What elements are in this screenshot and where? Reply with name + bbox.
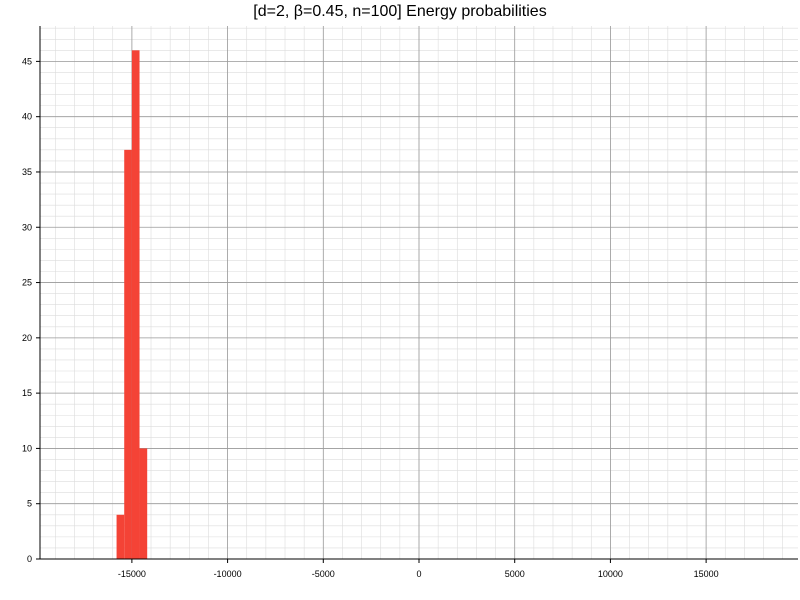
x-tick-label: -5000 <box>312 569 335 579</box>
major-grid <box>40 26 798 560</box>
y-tick-label: 35 <box>22 167 32 177</box>
histogram-bar <box>116 514 125 559</box>
y-tick-label: 5 <box>27 499 32 509</box>
x-tick-label: 15000 <box>694 569 719 579</box>
x-tick-label: 10000 <box>598 569 623 579</box>
y-axis-ticks: 0 5 10 15 20 25 30 35 40 45 <box>22 56 40 564</box>
x-tick-label: -15000 <box>118 569 146 579</box>
x-axis-ticks: -15000 -10000 -5000 0 5000 10000 15000 <box>118 559 719 579</box>
y-tick-label: 40 <box>22 112 32 122</box>
chart-title: [d=2, β=0.45, n=100] Energy probabilitie… <box>253 3 547 20</box>
x-tick-label: -10000 <box>214 569 242 579</box>
y-tick-label: 10 <box>22 443 32 453</box>
histogram-bar <box>124 149 132 559</box>
y-tick-label: 45 <box>22 56 32 66</box>
y-tick-label: 15 <box>22 388 32 398</box>
x-tick-label: 5000 <box>505 569 525 579</box>
y-tick-label: 0 <box>27 554 32 564</box>
histogram-bar <box>131 50 140 560</box>
y-tick-label: 30 <box>22 222 32 232</box>
x-tick-label: 0 <box>416 569 421 579</box>
y-tick-label: 20 <box>22 333 32 343</box>
histogram-bar <box>139 448 148 559</box>
histogram-bars <box>116 50 148 560</box>
y-tick-label: 25 <box>22 278 32 288</box>
